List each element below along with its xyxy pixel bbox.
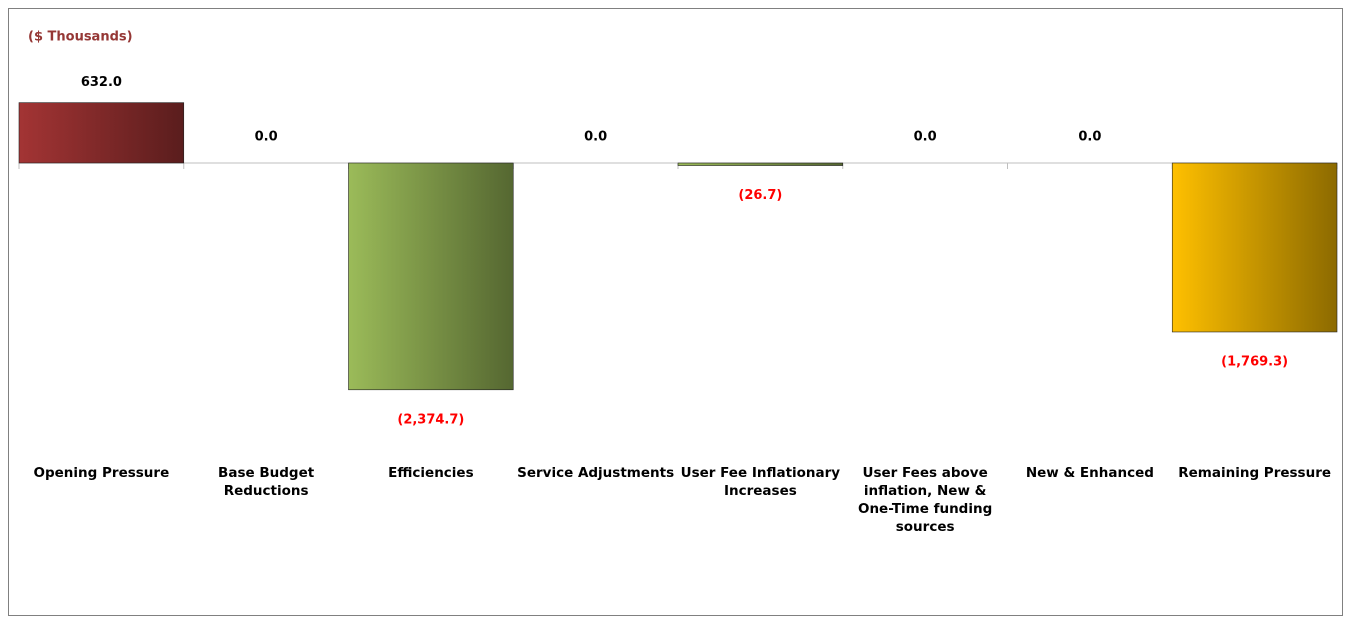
x-tick-label: Service Adjustments [517,465,675,481]
value-label: 0.0 [255,130,278,145]
value-label: 0.0 [914,130,937,145]
x-tick-label: User Fee Inflationary Increases [680,465,841,499]
value-label: (26.7) [738,188,782,203]
bar [348,162,514,391]
x-tick-label: Efficiencies [388,465,474,481]
x-tick-label: Base Budget Reductions [218,465,315,499]
bar [18,102,185,164]
value-label: (2,374.7) [397,412,464,427]
chart-title: ($ Thousands) [28,30,133,45]
x-tick-label: New & Enhanced [1025,465,1154,481]
x-tick-label: Opening Pressure [33,465,170,481]
bar [1171,162,1338,333]
value-label: 0.0 [584,130,607,145]
x-tick-label: Remaining Pressure [1178,465,1332,481]
x-tick-label: User Fees above inflation, New & One-Tim… [857,465,993,535]
value-label: 0.0 [1078,130,1101,145]
chart-border [8,8,1343,616]
value-label: 632.0 [81,75,122,90]
value-label: (1,769.3) [1221,354,1288,369]
bar [677,162,844,166]
